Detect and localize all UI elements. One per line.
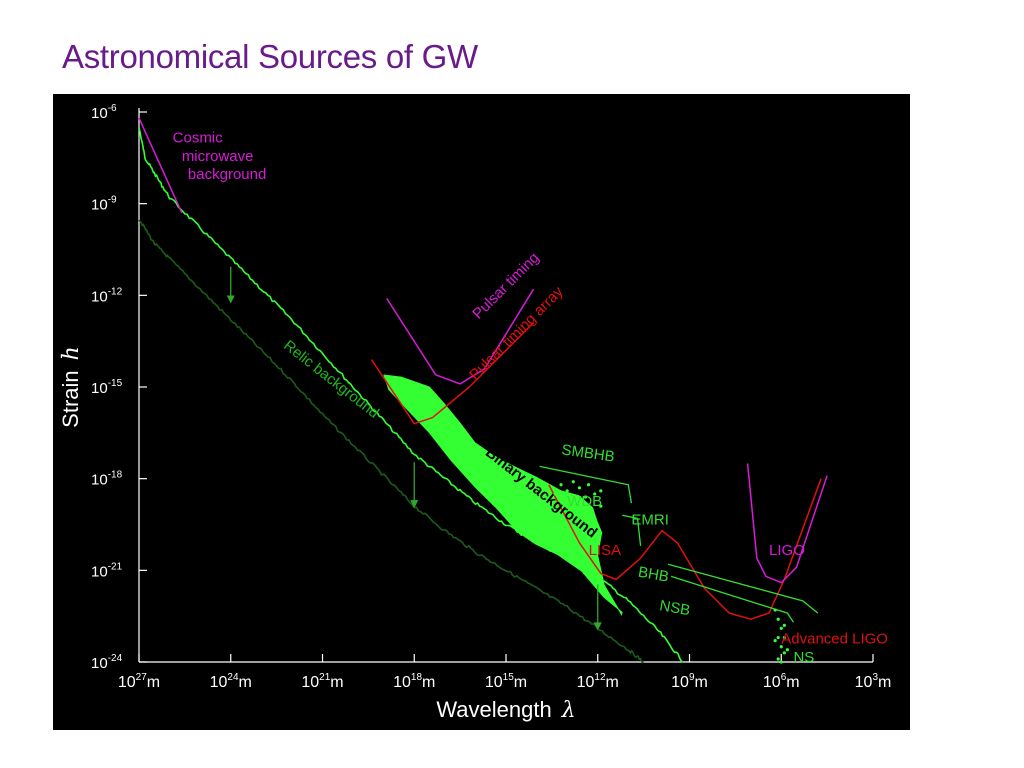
- y-ticks: 10-6 10-9 10-12 10-15 10-18 10-21 10-24: [91, 103, 147, 672]
- source-dot: [779, 626, 783, 630]
- series-layer: [138, 117, 828, 664]
- x-tick-label: 1012m: [577, 672, 619, 691]
- x-axis-label: Wavelength λ: [436, 697, 575, 723]
- x-tick-label: 1018m: [393, 672, 435, 691]
- source-dot: [773, 639, 777, 643]
- bracket-bhb: [667, 563, 819, 614]
- y-tick-label: 10-12: [91, 286, 123, 305]
- annotation-smbhb: SMBHB: [560, 441, 615, 465]
- annotation-cmb3: background: [188, 166, 266, 183]
- y-tick-label: 10-15: [91, 378, 123, 397]
- x-tick-label: 1024m: [210, 672, 252, 691]
- source-dot: [779, 660, 783, 664]
- source-dot: [586, 483, 591, 487]
- x-tick-label: 1021m: [301, 672, 343, 691]
- y-tick-label: 10-24: [91, 653, 123, 672]
- source-dot: [553, 492, 557, 496]
- source-dot: [599, 489, 603, 493]
- arrow-head: [226, 295, 235, 304]
- source-dot: [779, 645, 783, 649]
- series-pta-line: [370, 322, 535, 425]
- annotation-ligo: LIGO: [769, 542, 805, 559]
- source-dot: [782, 651, 786, 655]
- slide-title: Astronomical Sources of GW: [62, 38, 478, 75]
- source-dot: [568, 498, 572, 502]
- y-tick-label: 10-18: [91, 470, 123, 489]
- annotation-cmb1: Cosmic: [173, 130, 224, 147]
- bracket-emri: [622, 514, 642, 546]
- source-dot: [782, 623, 786, 627]
- x-tick-label: 106m: [763, 672, 800, 691]
- x-tick-label: 1027m: [118, 672, 160, 691]
- source-dot: [559, 483, 563, 487]
- series-cmb-line: [138, 117, 183, 214]
- bracket-nsb: [670, 575, 795, 623]
- annotation-cmb2: microwave: [182, 148, 254, 165]
- x-tick-label: 103m: [855, 672, 892, 691]
- annotation-relic: Relic background: [280, 337, 382, 422]
- series-pulsar-line: [386, 288, 535, 385]
- arrow-layer: [226, 266, 602, 631]
- annotation-emri: EMRI: [631, 512, 669, 529]
- annotation-bhb: BHB: [637, 564, 670, 586]
- source-dot: [785, 648, 789, 652]
- y-tick-label: 10-21: [91, 561, 123, 580]
- x-tick-label: 1015m: [485, 672, 527, 691]
- bracket-smbhb: [539, 465, 633, 504]
- axes: [138, 108, 873, 663]
- arrow-head: [410, 500, 419, 509]
- source-dot: [599, 504, 603, 508]
- source-dot: [577, 486, 582, 490]
- annotation-lisa: LISA: [589, 542, 622, 559]
- y-tick-label: 10-6: [91, 103, 117, 122]
- source-dot: [782, 635, 786, 640]
- annotation-nsb: NSB: [658, 597, 691, 619]
- chart-panel: 10-6 10-9 10-12 10-15 10-18 10-21 10-24 1027m 1…: [53, 94, 910, 730]
- annotation-wdb: WDB: [567, 493, 602, 510]
- bracket-layer: [539, 465, 819, 623]
- source-dot: [776, 657, 780, 661]
- annotation-adligo: Advanced LIGO: [781, 631, 888, 648]
- series-ligo-line: [746, 463, 828, 584]
- source-dot: [776, 635, 780, 640]
- source-dot: [593, 492, 597, 496]
- source-dot: [580, 504, 585, 508]
- source-dot: [776, 617, 780, 621]
- source-dot: [773, 608, 777, 612]
- y-tick-label: 10-9: [91, 195, 117, 214]
- arrow-head: [593, 622, 602, 631]
- x-ticks: 1027m 1024m 1021m 1018m 1015m 1012m 109m 106m 10…: [118, 654, 891, 691]
- source-dot: [583, 495, 588, 499]
- source-dot: [565, 489, 569, 493]
- dot-layer: [553, 480, 789, 664]
- series-lisa-line: [548, 478, 822, 620]
- x-tick-label: 109m: [671, 672, 708, 691]
- series-lower-line: [138, 219, 644, 664]
- y-axis-label: Strainh: [58, 346, 84, 428]
- annotation-ns: NS: [793, 649, 814, 666]
- source-dot: [571, 480, 575, 484]
